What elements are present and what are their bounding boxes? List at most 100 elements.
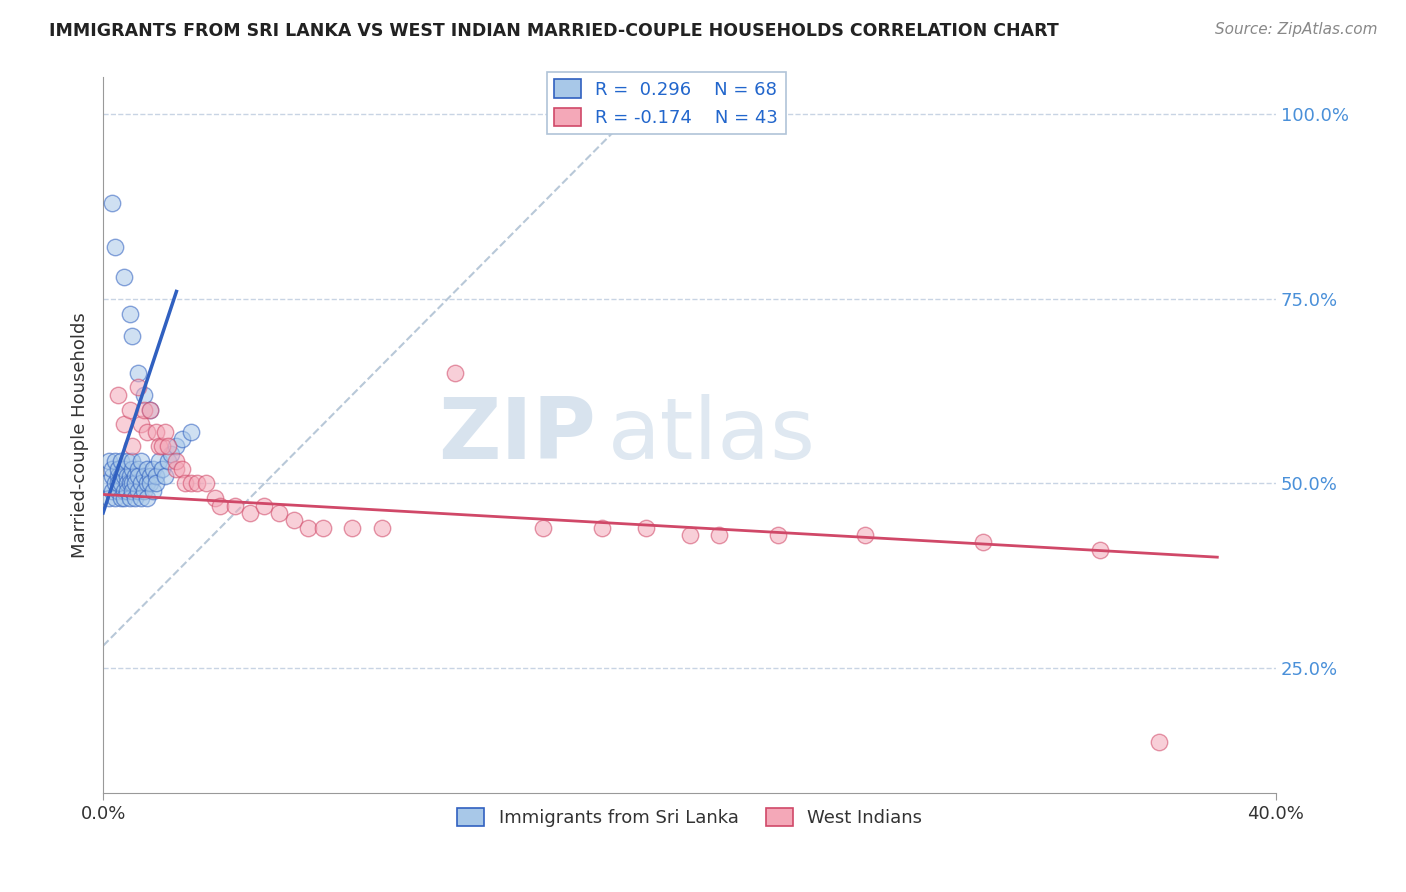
Point	[766, 528, 789, 542]
Point	[283, 513, 305, 527]
Point	[297, 521, 319, 535]
Point	[224, 499, 246, 513]
Point	[121, 328, 143, 343]
Point	[156, 440, 179, 454]
Point	[172, 432, 194, 446]
Point	[855, 528, 877, 542]
Point	[127, 483, 149, 498]
Point	[101, 483, 124, 498]
Point	[156, 454, 179, 468]
Point	[134, 388, 156, 402]
Point	[180, 476, 202, 491]
Point	[707, 528, 730, 542]
Point	[112, 417, 135, 432]
Point	[129, 417, 152, 432]
Point	[239, 506, 262, 520]
Point	[370, 521, 392, 535]
Point	[204, 491, 226, 505]
Point	[174, 476, 197, 491]
Text: ZIP: ZIP	[437, 394, 596, 477]
Point	[142, 483, 165, 498]
Point	[124, 491, 146, 505]
Point	[172, 461, 194, 475]
Point	[121, 454, 143, 468]
Point	[342, 521, 364, 535]
Point	[136, 476, 159, 491]
Point	[112, 483, 135, 498]
Point	[136, 491, 159, 505]
Point	[972, 535, 994, 549]
Point	[1147, 734, 1170, 748]
Point	[142, 461, 165, 475]
Point	[139, 469, 162, 483]
Point	[165, 440, 187, 454]
Point	[165, 461, 187, 475]
Legend: Immigrants from Sri Lanka, West Indians: Immigrants from Sri Lanka, West Indians	[450, 801, 929, 834]
Point	[124, 476, 146, 491]
Point	[159, 447, 181, 461]
Point	[145, 476, 167, 491]
Point	[112, 269, 135, 284]
Point	[121, 461, 143, 475]
Point	[110, 491, 132, 505]
Point	[107, 469, 129, 483]
Point	[134, 402, 156, 417]
Point	[139, 402, 162, 417]
Point	[107, 461, 129, 475]
Point	[118, 469, 141, 483]
Point	[186, 476, 208, 491]
Point	[112, 491, 135, 505]
Point	[110, 476, 132, 491]
Point	[129, 476, 152, 491]
Point	[98, 454, 121, 468]
Point	[148, 440, 170, 454]
Point	[107, 388, 129, 402]
Point	[104, 491, 127, 505]
Point	[118, 307, 141, 321]
Point	[107, 476, 129, 491]
Point	[94, 476, 117, 491]
Point	[107, 483, 129, 498]
Point	[115, 476, 138, 491]
Point	[110, 469, 132, 483]
Point	[678, 528, 700, 542]
Point	[118, 476, 141, 491]
Point	[1088, 542, 1111, 557]
Text: atlas: atlas	[607, 394, 815, 477]
Point	[121, 440, 143, 454]
Point	[115, 469, 138, 483]
Point	[148, 454, 170, 468]
Point	[591, 521, 613, 535]
Point	[101, 195, 124, 210]
Point	[115, 483, 138, 498]
Point	[110, 454, 132, 468]
Point	[153, 469, 176, 483]
Point	[127, 366, 149, 380]
Point	[118, 402, 141, 417]
Point	[98, 491, 121, 505]
Point	[115, 454, 138, 468]
Point	[634, 521, 657, 535]
Point	[112, 469, 135, 483]
Point	[253, 499, 276, 513]
Point	[139, 476, 162, 491]
Point	[121, 476, 143, 491]
Point	[127, 469, 149, 483]
Point	[127, 380, 149, 394]
Point	[134, 469, 156, 483]
Point	[104, 454, 127, 468]
Point	[101, 461, 124, 475]
Point	[124, 469, 146, 483]
Point	[312, 521, 335, 535]
Point	[150, 440, 173, 454]
Point	[118, 491, 141, 505]
Point	[134, 483, 156, 498]
Point	[531, 521, 554, 535]
Point	[136, 425, 159, 439]
Point	[104, 240, 127, 254]
Point	[267, 506, 290, 520]
Point	[180, 425, 202, 439]
Point	[209, 499, 232, 513]
Text: IMMIGRANTS FROM SRI LANKA VS WEST INDIAN MARRIED-COUPLE HOUSEHOLDS CORRELATION C: IMMIGRANTS FROM SRI LANKA VS WEST INDIAN…	[49, 22, 1059, 40]
Point	[145, 469, 167, 483]
